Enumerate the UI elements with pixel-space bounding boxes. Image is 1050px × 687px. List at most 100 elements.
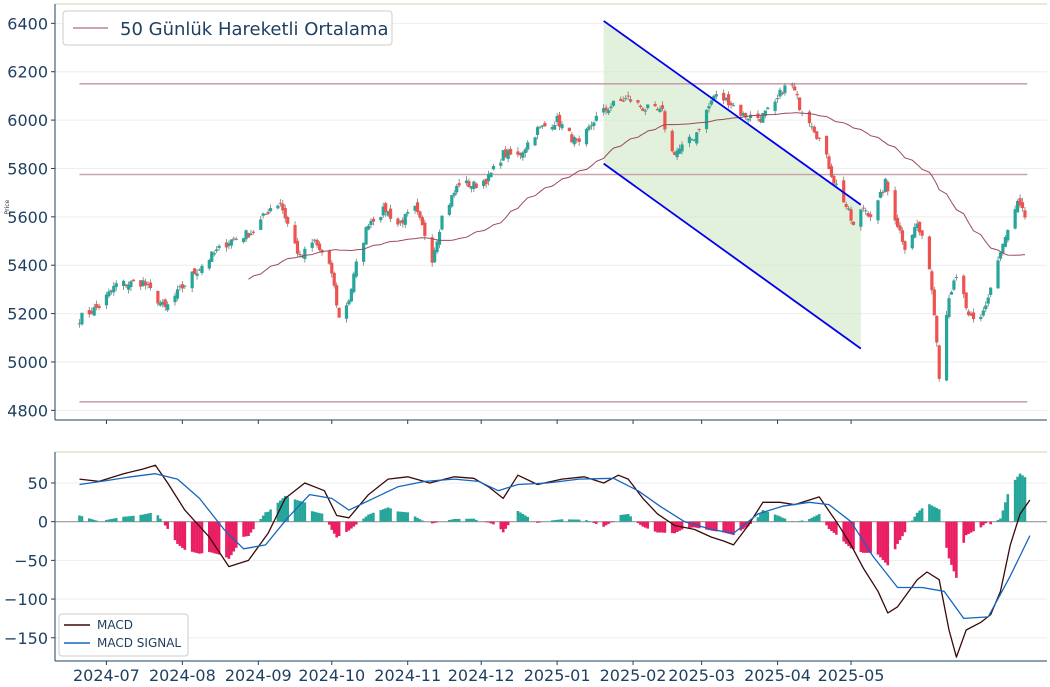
histogram-bar xyxy=(139,514,143,522)
candle xyxy=(729,101,733,109)
candle-body xyxy=(653,103,657,107)
histogram-bar xyxy=(506,521,510,526)
candle xyxy=(660,101,665,112)
candle-body xyxy=(780,92,785,94)
candle-body xyxy=(403,213,407,225)
candle-body xyxy=(731,105,736,107)
candle xyxy=(484,178,488,188)
candle xyxy=(812,125,816,134)
candle xyxy=(472,180,476,192)
histogram-bar xyxy=(572,519,576,522)
candle-body xyxy=(97,305,101,308)
candle xyxy=(653,101,657,107)
histogram-bar xyxy=(813,516,816,522)
candle-body xyxy=(141,280,145,287)
candle-body xyxy=(229,239,233,246)
candle xyxy=(1023,207,1027,220)
candle xyxy=(1003,235,1007,248)
candle-body xyxy=(303,248,307,259)
candle-body xyxy=(606,110,611,114)
histogram-bar xyxy=(166,521,169,529)
candle-body xyxy=(670,131,674,152)
candle xyxy=(783,83,787,96)
candle xyxy=(362,242,366,266)
histogram-bar xyxy=(193,521,196,553)
candle-body xyxy=(918,221,922,233)
histogram-bar xyxy=(183,521,187,550)
candle-body xyxy=(773,101,777,111)
histogram-bar xyxy=(303,502,307,522)
candle-body xyxy=(362,242,366,262)
candle-body xyxy=(543,122,547,127)
candle-body xyxy=(798,97,802,111)
candle xyxy=(244,229,248,243)
candle-body xyxy=(577,138,581,142)
histogram-bar xyxy=(972,521,975,532)
histogram-bar xyxy=(146,513,150,522)
histogram-bar xyxy=(110,518,113,522)
histogram-bar xyxy=(724,521,728,534)
candle-body xyxy=(864,210,868,212)
histogram-bar xyxy=(261,515,265,522)
candle xyxy=(602,104,606,116)
candle xyxy=(557,111,562,131)
histogram-bar xyxy=(744,521,748,528)
candle xyxy=(670,129,674,153)
candle xyxy=(293,221,297,245)
macd-signal-line xyxy=(79,473,1031,620)
candle-body xyxy=(553,125,557,130)
candle-body xyxy=(592,122,596,126)
candle xyxy=(592,120,596,131)
candle-body xyxy=(766,107,770,110)
candle-body xyxy=(1013,209,1017,229)
candle xyxy=(1020,197,1025,212)
candle xyxy=(886,179,890,196)
candle-body xyxy=(521,152,525,158)
histogram-bar xyxy=(242,521,245,537)
price-tick-label: 6200 xyxy=(7,63,48,82)
candle xyxy=(895,214,900,229)
histogram-bar xyxy=(761,510,765,522)
candle-body xyxy=(173,295,177,303)
price-tick-label: 4800 xyxy=(7,401,48,420)
candle xyxy=(313,238,317,243)
candle-body xyxy=(775,98,780,100)
candle-body xyxy=(90,311,94,314)
candle xyxy=(641,106,645,111)
histogram-bar xyxy=(178,521,182,546)
histogram-bar xyxy=(259,519,263,522)
candle-body xyxy=(506,150,510,159)
candle-body xyxy=(384,203,388,213)
histogram-bar xyxy=(526,516,530,522)
candle xyxy=(758,114,763,124)
histogram-bar xyxy=(95,520,98,522)
histogram-bar xyxy=(389,508,392,522)
candle xyxy=(217,244,221,251)
candle-body xyxy=(330,262,334,274)
candle-body xyxy=(758,118,763,122)
candle xyxy=(364,225,368,246)
histogram-bar xyxy=(621,514,625,522)
candle-body xyxy=(95,304,99,308)
histogram-bar xyxy=(1001,510,1005,522)
candle-body xyxy=(609,106,613,109)
histogram-bar xyxy=(947,521,951,559)
candle-body xyxy=(193,268,197,275)
histogram-bar xyxy=(910,520,914,522)
histogram-bar xyxy=(766,511,770,522)
candle-body xyxy=(388,208,393,219)
price-tick-label: 6400 xyxy=(7,14,48,33)
candle-body xyxy=(190,271,194,289)
histogram-bar xyxy=(232,521,236,552)
histogram-bar xyxy=(739,521,743,531)
candle xyxy=(523,147,527,158)
candle xyxy=(567,127,571,132)
candle-body xyxy=(244,230,248,240)
candle xyxy=(560,121,564,131)
candle xyxy=(437,229,442,249)
moving-average-line xyxy=(248,112,1026,280)
candle xyxy=(937,344,941,382)
candle xyxy=(851,221,856,226)
histogram-bar xyxy=(181,521,184,548)
candle xyxy=(619,96,623,102)
